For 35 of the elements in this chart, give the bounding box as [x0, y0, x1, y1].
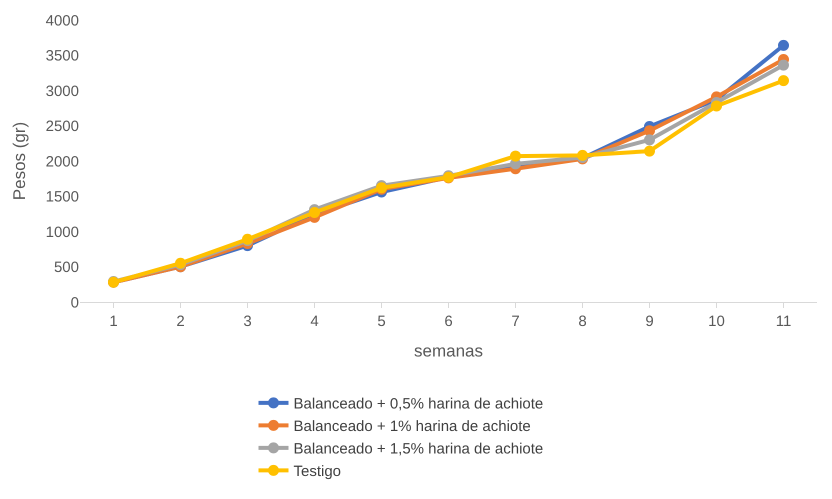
x-tick-label: 7: [511, 313, 520, 330]
point: [510, 150, 521, 162]
x-tick-label: 11: [776, 313, 792, 330]
y-tick-label: 1500: [46, 188, 79, 206]
legend-label: Balanceado + 0,5% harina de achiote: [294, 396, 544, 413]
y-tick-label: 4000: [46, 12, 79, 30]
legend-label: Balanceado + 1% harina de achiote: [294, 418, 531, 436]
point: [644, 146, 655, 157]
y-tick-label: 2500: [46, 118, 79, 135]
y-tick-label: 1000: [46, 224, 79, 241]
x-tick-label: 10: [708, 313, 725, 330]
legend-label: Balanceado + 1,5% harina de achiote: [294, 440, 544, 458]
y-axis-title: Pesos (gr): [10, 122, 30, 200]
x-tick-label: 5: [377, 313, 386, 330]
point: [778, 40, 789, 51]
x-tick-label: 1: [109, 313, 118, 330]
y-tick-label: 0: [70, 294, 79, 312]
y-tick-label: 2000: [46, 153, 79, 170]
point: [778, 75, 789, 86]
point: [778, 60, 789, 71]
point: [644, 134, 655, 146]
point: [711, 100, 722, 112]
point: [644, 125, 655, 136]
legend-label: Testigo: [294, 463, 342, 480]
x-tick-label: 9: [645, 313, 654, 330]
x-tick-label: 8: [578, 313, 587, 330]
y-tick-label: 3500: [46, 48, 79, 64]
point: [309, 206, 320, 218]
x-tick-label: 6: [444, 313, 453, 330]
x-tick-label: 3: [243, 313, 252, 330]
x-tick-label: 2: [176, 313, 185, 330]
y-tick-label: 3000: [46, 82, 79, 100]
x-tick-label: 4: [310, 313, 319, 330]
y-tick-label: 500: [54, 259, 79, 276]
x-axis-title: semanas: [414, 341, 483, 360]
